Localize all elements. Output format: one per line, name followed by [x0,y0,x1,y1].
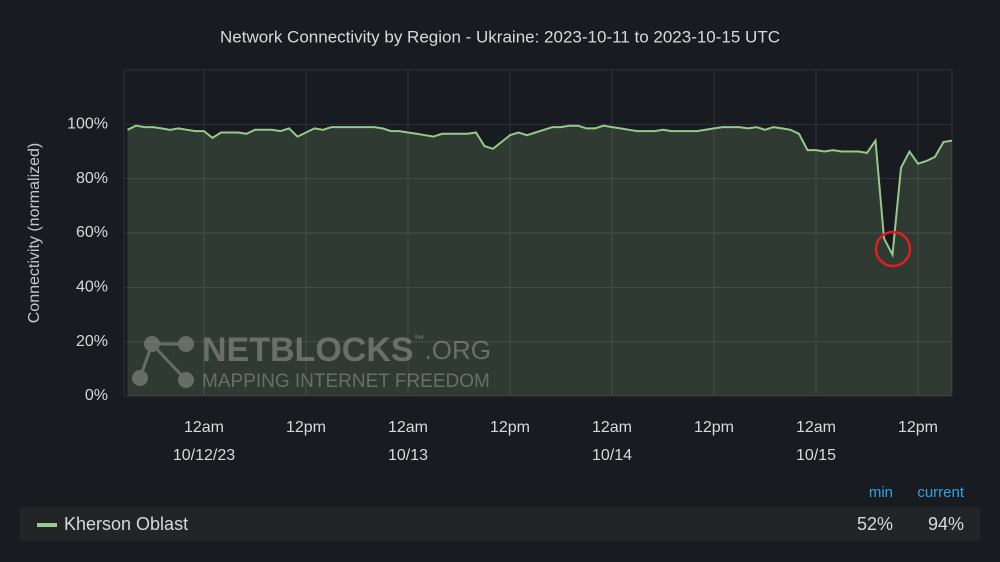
x-tick-label: 12am [388,419,428,436]
legend-stat-value: 52% [857,514,893,534]
y-tick-label: 100% [67,116,108,133]
series-line [127,124,953,259]
x-tick-label: 12am [796,419,836,436]
legend-stat-value: 94% [928,514,964,534]
x-date-label: 10/13 [388,447,428,464]
y-tick-label: 40% [76,279,108,296]
watermark-tm: ™ [414,334,425,346]
x-tick-label: 12pm [694,419,734,436]
y-tick-label: 20% [76,333,108,350]
legend: Kherson Oblast min 52% current 94% [37,484,965,534]
x-tick-label: 12pm [286,419,326,436]
chart-title: Network Connectivity by Region - Ukraine… [220,27,780,46]
x-date-label: 10/14 [592,447,632,464]
plot [127,124,953,396]
x-tick-label: 12am [592,419,632,436]
watermark-logo [132,336,194,388]
y-axis-label: Connectivity (normalized) [26,143,43,324]
x-date-label: 10/15 [796,447,836,464]
watermark-title: NETBLOCKS™.ORG [202,331,491,369]
watermark-domain: .ORG [425,335,491,365]
legend-row [20,507,980,541]
legend-label: Kherson Oblast [64,514,188,534]
legend-column-header: current [917,484,965,501]
x-date-label: 10/12/23 [173,447,235,464]
y-tick-label: 0% [85,387,108,404]
grid: 0% 20% 40% 60% 80% 100% 12am 10/12/23 12pm 12am 10… [67,69,953,464]
watermark-tagline: MAPPING INTERNET FREEDOM [202,371,490,392]
x-tick-label: 12pm [490,419,530,436]
watermark-name: NETBLOCKS [202,331,414,369]
highlight-circle [874,230,912,268]
y-tick-label: 80% [76,170,108,187]
x-tick-label: 12pm [898,419,938,436]
x-tick-label: 12am [184,419,224,436]
series-area [127,125,952,396]
y-tick-label: 60% [76,224,108,241]
legend-column-header: min [869,484,893,501]
